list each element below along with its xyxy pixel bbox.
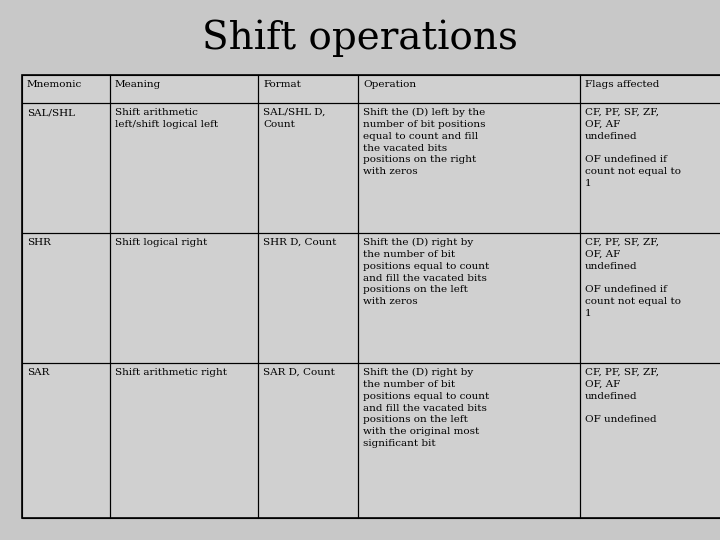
Text: SAL/SHL: SAL/SHL xyxy=(27,108,75,117)
Bar xyxy=(258,363,358,518)
Text: SHR D, Count: SHR D, Count xyxy=(263,238,336,247)
Bar xyxy=(22,233,110,363)
Text: CF, PF, SF, ZF,
OF, AF
undefined

OF undefined if
count not equal to
1: CF, PF, SF, ZF, OF, AF undefined OF unde… xyxy=(585,108,681,188)
Text: Shift the (D) left by the
number of bit positions
equal to count and fill
the va: Shift the (D) left by the number of bit … xyxy=(363,108,485,176)
Bar xyxy=(358,233,580,363)
Bar xyxy=(258,75,358,103)
Text: Operation: Operation xyxy=(363,80,416,89)
Bar xyxy=(110,233,258,363)
Bar xyxy=(110,75,258,103)
Bar xyxy=(22,75,110,103)
Text: SAR D, Count: SAR D, Count xyxy=(263,368,335,377)
Text: CF, PF, SF, ZF,
OF, AF
undefined

OF undefined if
count not equal to
1: CF, PF, SF, ZF, OF, AF undefined OF unde… xyxy=(585,238,681,318)
Text: SHR: SHR xyxy=(27,238,51,247)
Text: Shift arithmetic right: Shift arithmetic right xyxy=(115,368,227,377)
Bar xyxy=(580,103,720,233)
Bar xyxy=(110,103,258,233)
Text: Shift logical right: Shift logical right xyxy=(115,238,207,247)
Text: Shift operations: Shift operations xyxy=(202,19,518,57)
Text: CF, PF, SF, ZF,
OF, AF
undefined

OF undefined: CF, PF, SF, ZF, OF, AF undefined OF unde… xyxy=(585,368,659,424)
Text: Flags affected: Flags affected xyxy=(585,80,660,89)
Text: Meaning: Meaning xyxy=(115,80,161,89)
Bar xyxy=(258,103,358,233)
Bar xyxy=(580,363,720,518)
Text: Mnemonic: Mnemonic xyxy=(27,80,82,89)
Text: SAL/SHL D,
Count: SAL/SHL D, Count xyxy=(263,108,325,129)
Bar xyxy=(110,363,258,518)
Bar xyxy=(22,103,110,233)
Text: Shift arithmetic
left/shift logical left: Shift arithmetic left/shift logical left xyxy=(115,108,218,129)
Bar xyxy=(358,75,580,103)
Bar xyxy=(258,233,358,363)
Bar xyxy=(22,363,110,518)
Bar xyxy=(580,75,720,103)
Bar xyxy=(358,363,580,518)
Bar xyxy=(22,75,720,518)
Text: Format: Format xyxy=(263,80,301,89)
Text: Shift the (D) right by
the number of bit
positions equal to count
and fill the v: Shift the (D) right by the number of bit… xyxy=(363,238,490,306)
Text: SAR: SAR xyxy=(27,368,50,377)
Text: Shift the (D) right by
the number of bit
positions equal to count
and fill the v: Shift the (D) right by the number of bit… xyxy=(363,368,490,448)
Bar xyxy=(358,103,580,233)
Bar xyxy=(580,233,720,363)
